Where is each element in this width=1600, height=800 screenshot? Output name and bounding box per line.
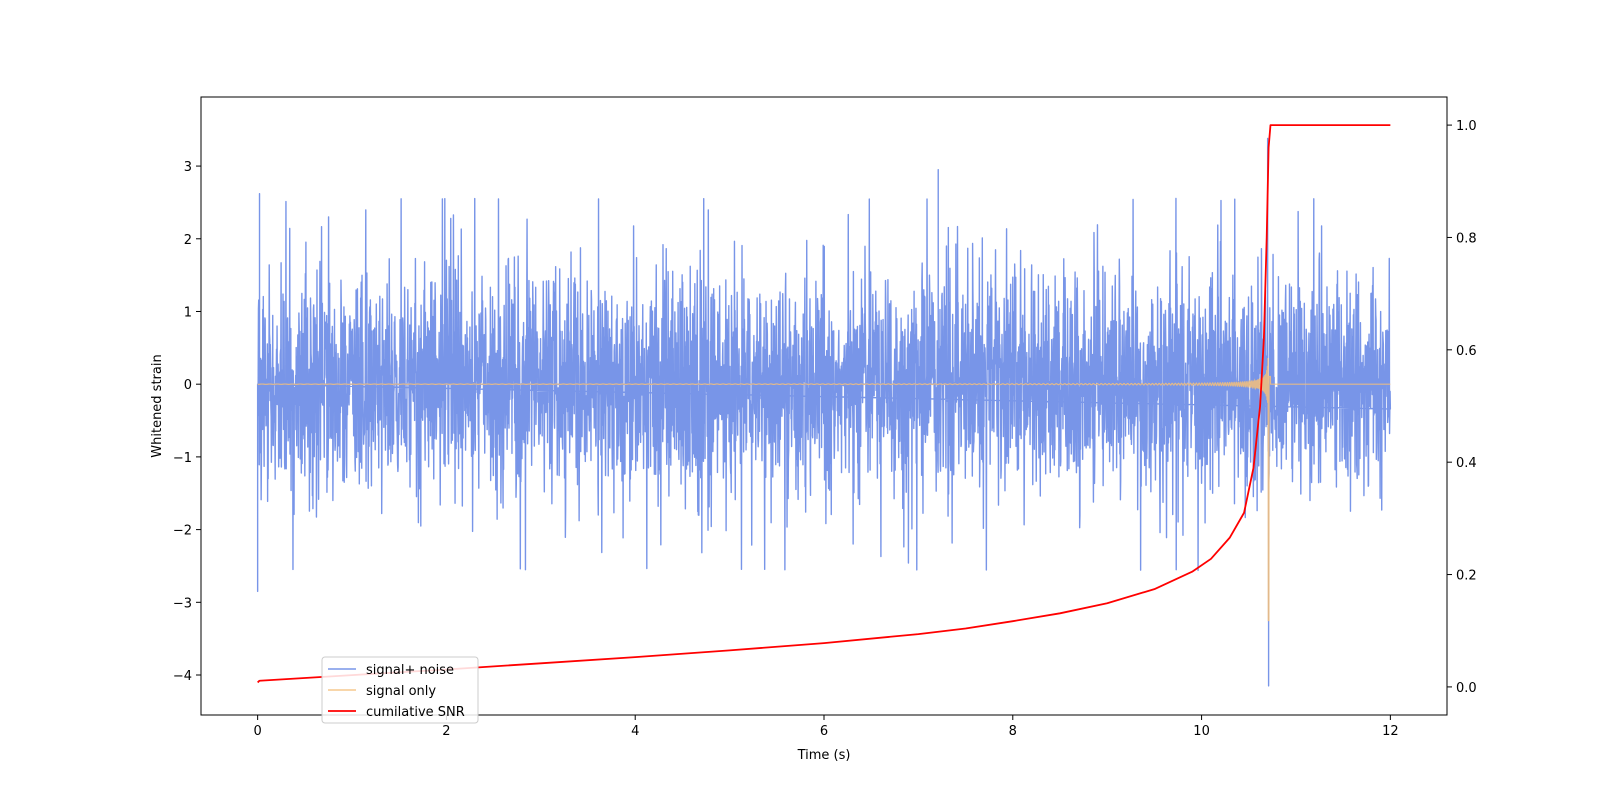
y-tick-label: −3 (173, 596, 192, 611)
x-tick-label: 0 (253, 724, 261, 739)
x-tick-label: 4 (631, 724, 639, 739)
series-cumulative-snr-line (257, 124, 1391, 684)
y-tick-label: 0 (184, 378, 192, 393)
series-signal-only-line (257, 357, 1391, 622)
y-tick-label: 3 (184, 160, 192, 175)
y2-tick-label: 0.2 (1456, 569, 1477, 584)
series-layer (256, 124, 1392, 687)
legend-label: signal only (366, 684, 436, 699)
y-axis-left: 3 2 1 0 −1 −2 −3 −4 (173, 160, 201, 684)
legend: signal+ noise signal only cumilative SNR (321, 656, 479, 724)
legend-label: cumilative SNR (366, 705, 465, 720)
y2-tick-label: 0.4 (1456, 456, 1477, 471)
series-signal-plus-noise-line (256, 137, 1392, 687)
y-tick-label: 2 (184, 233, 192, 248)
y-tick-label: −2 (173, 524, 192, 539)
legend-box (321, 656, 479, 724)
x-tick-label: 2 (442, 724, 450, 739)
y2-tick-label: 0.6 (1456, 344, 1477, 359)
legend-label: signal+ noise (366, 663, 454, 678)
y-tick-label: −1 (173, 451, 192, 466)
y-axis-label: Whitened strain (150, 354, 165, 457)
y-tick-label: 1 (184, 305, 192, 320)
y2-tick-label: 0.0 (1456, 681, 1477, 696)
y-axis-right: 1.0 0.8 0.6 0.4 0.2 0.0 (1447, 119, 1477, 696)
y2-tick-label: 0.8 (1456, 231, 1477, 246)
x-tick-label: 8 (1009, 724, 1017, 739)
y2-tick-label: 1.0 (1456, 119, 1477, 134)
y-tick-label: −4 (173, 669, 192, 684)
x-axis-label: Time (s) (797, 748, 851, 763)
x-tick-label: 12 (1382, 724, 1399, 739)
x-tick-label: 6 (820, 724, 828, 739)
x-tick-label: 10 (1193, 724, 1210, 739)
